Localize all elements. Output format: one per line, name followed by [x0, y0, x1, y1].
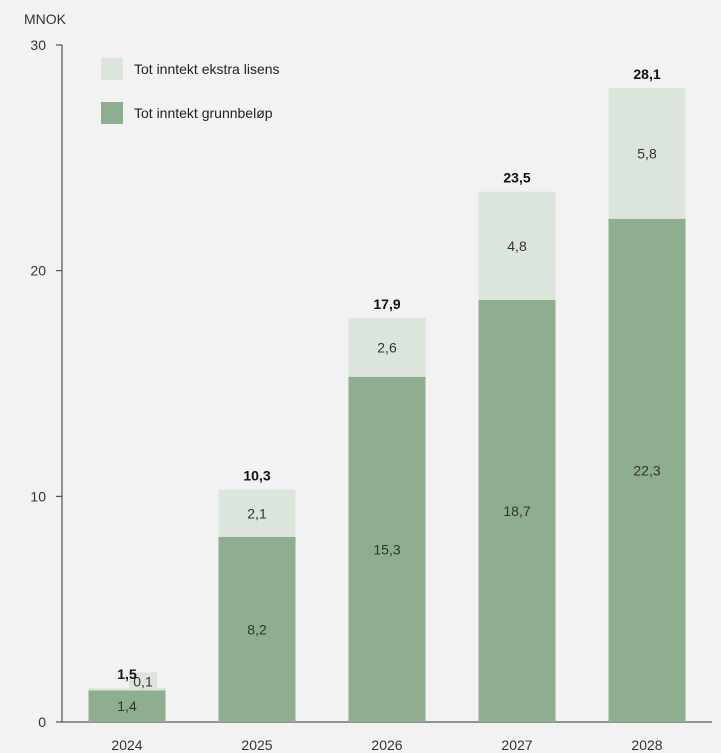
x-tick-label: 2024: [111, 737, 142, 753]
segment-value-label: 8,2: [247, 621, 267, 637]
total-value-label: 10,3: [243, 468, 270, 484]
unit-label: MNOK: [24, 11, 67, 27]
data-labels: 1,4 0,11,5 8,2 2,1 10,3 15,3 2,6 17,9 18,7 4,8 23,…: [117, 66, 661, 714]
segment-value-label: 2,1: [247, 505, 267, 521]
x-axis: 2024 2025 2026 2027 2028: [111, 737, 662, 753]
y-tick-label: 30: [30, 37, 46, 53]
segment-value-label: 0,1: [133, 673, 153, 689]
bar-segment-grunnbelop: [218, 536, 296, 722]
y-axis: 0 10 20 30: [30, 37, 712, 730]
bar-segment-ekstra-lisens: [608, 87, 686, 219]
legend-swatch: [101, 102, 123, 124]
y-tick-label: 20: [30, 263, 46, 279]
y-tick-label: 10: [30, 488, 46, 504]
segment-value-label: 2,6: [377, 339, 397, 355]
bar-segment-grunnbelop: [348, 376, 426, 722]
segment-value-label: 22,3: [633, 462, 660, 478]
total-value-label: 23,5: [503, 170, 530, 186]
segment-value-label: 4,8: [507, 238, 527, 254]
bar-segment-ekstra-lisens: [218, 489, 296, 537]
segment-value-label: 15,3: [373, 541, 400, 557]
bar-segment-ekstra-lisens: [88, 688, 166, 691]
legend-label: Tot inntekt ekstra lisens: [134, 61, 280, 77]
segment-value-label: 5,8: [637, 145, 657, 161]
total-value-label: 28,1: [633, 66, 660, 82]
bar-segment-ekstra-lisens: [348, 318, 426, 377]
bars: [88, 87, 686, 722]
label-background: [129, 672, 157, 691]
bar-segment-grunnbelop: [88, 690, 166, 722]
legend: Tot inntekt ekstra lisens Tot inntekt gru…: [101, 58, 280, 124]
legend-swatch: [101, 58, 123, 80]
x-tick-label: 2025: [241, 737, 272, 753]
total-value-label: 1,5: [117, 666, 137, 682]
segment-value-label: 18,7: [503, 503, 530, 519]
bar-segment-ekstra-lisens: [478, 191, 556, 301]
bar-segment-grunnbelop: [608, 218, 686, 722]
legend-label: Tot inntekt grunnbeløp: [134, 105, 273, 121]
total-value-label: 17,9: [373, 296, 400, 312]
bar-segment-grunnbelop: [478, 300, 556, 722]
x-tick-label: 2027: [501, 737, 532, 753]
segment-value-label: 1,4: [117, 698, 137, 714]
x-tick-label: 2028: [631, 737, 662, 753]
x-tick-label: 2026: [371, 737, 402, 753]
y-tick-label: 0: [38, 714, 46, 730]
